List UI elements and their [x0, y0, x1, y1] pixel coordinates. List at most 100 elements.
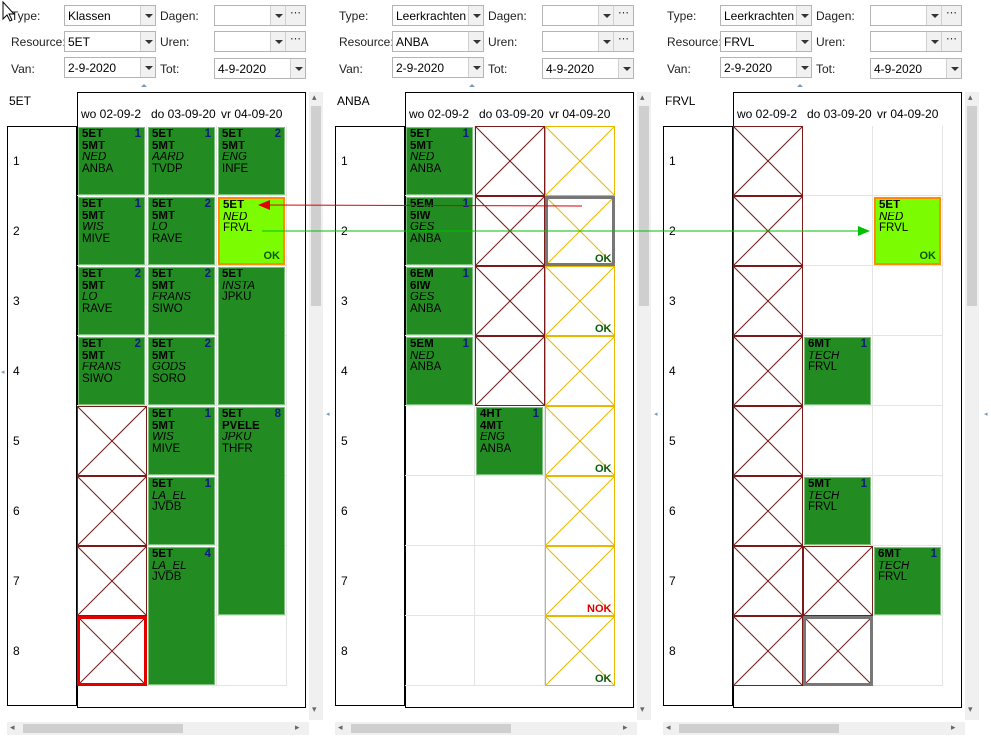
tot-date-picker[interactable]: 4-9-2020 [214, 58, 306, 79]
day-header[interactable]: vr 04-09-20 [221, 107, 283, 121]
splitter-grip-icon[interactable] [469, 84, 475, 87]
van-date-picker[interactable]: 2-9-2020 [720, 57, 812, 78]
day-header[interactable]: wo 02-09-2 [81, 107, 142, 121]
scroll-down-icon[interactable]: ▾ [968, 704, 973, 714]
schedule-cell[interactable] [873, 196, 943, 266]
scrollbar-thumb[interactable] [351, 724, 511, 733]
lesson-block[interactable]: 5ET LA_EL JVDB 1 [148, 477, 215, 545]
lesson-block[interactable]: 5MT TECH FRVL 1 [804, 477, 871, 545]
ellipsis-icon[interactable]: ⋯ [941, 32, 961, 51]
schedule-cell[interactable] [405, 546, 475, 616]
schedule-cell[interactable] [475, 546, 545, 616]
van-date-picker[interactable]: 2-9-2020 [392, 57, 484, 78]
lesson-block[interactable]: 5ET NED FRVL OK [874, 197, 941, 265]
schedule-cell[interactable] [77, 196, 147, 266]
schedule-cell[interactable] [873, 336, 943, 406]
schedule-cell[interactable] [147, 196, 217, 266]
blocked-cell[interactable] [545, 336, 615, 406]
schedule-cell[interactable] [873, 616, 943, 686]
chevron-down-icon[interactable] [140, 32, 155, 51]
scrollbar-thumb[interactable] [679, 724, 839, 733]
horizontal-scrollbar[interactable]: ◂ ▸ [663, 722, 965, 735]
blocked-cell[interactable] [733, 616, 803, 686]
chevron-down-icon[interactable] [796, 32, 811, 51]
scroll-right-icon[interactable]: ▸ [623, 722, 628, 732]
schedule-cell[interactable] [77, 336, 147, 406]
chevron-down-icon[interactable] [140, 6, 155, 25]
scrollbar-thumb[interactable] [967, 106, 977, 306]
vertical-scrollbar[interactable]: ▴ ▾ [309, 92, 323, 720]
chevron-down-icon[interactable] [946, 59, 961, 78]
scrollbar-thumb[interactable] [311, 106, 321, 306]
splitter-arrow-icon[interactable]: ◂ [984, 411, 988, 418]
scroll-up-icon[interactable]: ▴ [968, 92, 973, 102]
scroll-left-icon[interactable]: ◂ [338, 722, 343, 732]
uren-select[interactable]: ⋯ [214, 31, 306, 52]
blocked-cell[interactable] [545, 546, 615, 616]
chevron-down-icon[interactable] [796, 6, 811, 25]
schedule-cell[interactable] [217, 126, 287, 196]
chevron-down-icon[interactable] [926, 32, 941, 51]
day-header[interactable]: do 03-09-20 [479, 107, 544, 121]
horizontal-scrollbar[interactable]: ◂ ▸ [335, 722, 637, 735]
lesson-block[interactable]: 5ET 5MT FRANS SIWO 2 [78, 337, 145, 405]
schedule-cell[interactable] [77, 126, 147, 196]
lesson-block[interactable]: 5ET PVELE JPKU THFR 8 [218, 407, 285, 615]
lesson-block[interactable]: 5ET 5MT NED ANBA 1 [406, 127, 473, 195]
day-header[interactable]: vr 04-09-20 [877, 107, 939, 121]
scroll-left-icon[interactable]: ◂ [10, 722, 15, 732]
blocked-cell[interactable] [77, 616, 147, 686]
schedule-cell[interactable] [405, 266, 475, 336]
blocked-cell[interactable] [733, 546, 803, 616]
chevron-down-icon[interactable] [270, 6, 285, 25]
scroll-right-icon[interactable]: ▸ [295, 722, 300, 732]
lesson-block[interactable]: 5ET INSTA JPKU [218, 267, 285, 405]
lesson-block[interactable]: 5ET NED FRVL OK [218, 197, 285, 265]
day-header[interactable]: wo 02-09-2 [737, 107, 798, 121]
vertical-scrollbar[interactable]: ▴ ▾ [637, 92, 651, 720]
lesson-block[interactable]: 5ET 5MT LO RAVE 2 [78, 267, 145, 335]
chevron-down-icon[interactable] [598, 32, 613, 51]
dagen-select[interactable]: ⋯ [870, 5, 962, 26]
lesson-block[interactable]: 5ET 5MT WIS MIVE 1 [78, 197, 145, 265]
schedule-cell[interactable] [803, 476, 873, 546]
chevron-down-icon[interactable] [618, 59, 633, 78]
schedule-cell[interactable] [873, 476, 943, 546]
schedule-cell[interactable] [803, 406, 873, 476]
blocked-cell[interactable] [77, 476, 147, 546]
lesson-block[interactable]: 5ET 5MT LO RAVE 2 [148, 197, 215, 265]
splitter-arrow-icon[interactable]: ◂ [326, 411, 330, 418]
blocked-cell[interactable] [733, 196, 803, 266]
splitter-arrow-icon[interactable]: ◂ [1, 369, 5, 376]
schedule-cell[interactable] [147, 616, 217, 686]
lesson-block[interactable]: 5ET 5MT FRANS SIWO 2 [148, 267, 215, 335]
lesson-block[interactable]: 5EM NED ANBA 1 [406, 337, 473, 405]
schedule-cell[interactable] [147, 126, 217, 196]
scroll-up-icon[interactable]: ▴ [312, 92, 317, 102]
schedule-cell[interactable] [873, 126, 943, 196]
blocked-cell[interactable] [475, 336, 545, 406]
schedule-cell[interactable] [147, 336, 217, 406]
lesson-block[interactable]: 5ET 5MT NED ANBA 1 [78, 127, 145, 195]
lesson-block[interactable]: 4HT 4MT ENG ANBA 1 [476, 407, 543, 475]
schedule-cell[interactable] [873, 406, 943, 476]
chevron-down-icon[interactable] [468, 58, 483, 77]
schedule-cell[interactable] [405, 126, 475, 196]
scroll-left-icon[interactable]: ◂ [666, 722, 671, 732]
chevron-down-icon[interactable] [598, 6, 613, 25]
scroll-right-icon[interactable]: ▸ [951, 722, 956, 732]
scrollbar-thumb[interactable] [639, 106, 649, 306]
ellipsis-icon[interactable]: ⋯ [941, 6, 961, 25]
schedule-cell[interactable] [475, 406, 545, 476]
schedule-cell[interactable] [77, 266, 147, 336]
blocked-cell[interactable] [77, 406, 147, 476]
schedule-cell[interactable] [405, 476, 475, 546]
splitter-grip-icon[interactable] [141, 84, 147, 87]
ellipsis-icon[interactable]: ⋯ [613, 32, 633, 51]
chevron-down-icon[interactable] [140, 58, 155, 77]
day-header[interactable]: vr 04-09-20 [549, 107, 611, 121]
lesson-block[interactable]: 5ET LA_EL JVDB 4 [148, 547, 215, 685]
van-date-picker[interactable]: 2-9-2020 [64, 57, 156, 78]
schedule-cell[interactable] [405, 616, 475, 686]
day-header[interactable]: wo 02-09-2 [409, 107, 470, 121]
